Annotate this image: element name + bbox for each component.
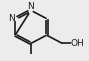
- Text: OH: OH: [70, 39, 84, 48]
- Text: N: N: [8, 14, 15, 23]
- Text: N: N: [28, 3, 34, 11]
